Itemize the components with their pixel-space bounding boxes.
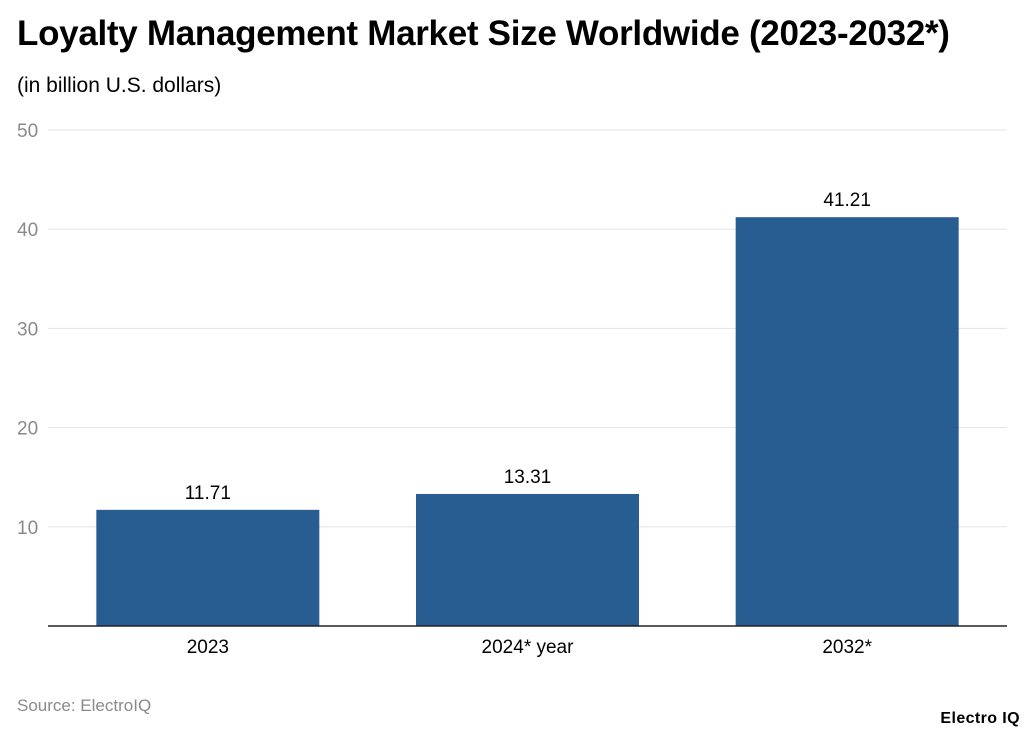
x-tick-label: 2032* <box>822 637 872 658</box>
x-tick-label: 2023 <box>187 637 229 658</box>
chart-title: Loyalty Management Market Size Worldwide… <box>17 14 950 53</box>
y-tick-label: 40 <box>17 220 38 241</box>
bar-value-label: 41.21 <box>823 190 871 211</box>
electroiq-logo: Electro IQ <box>940 710 1020 727</box>
bar <box>735 217 959 627</box>
y-tick-label: 20 <box>17 419 38 440</box>
bar <box>96 509 320 626</box>
chart-subtitle: (in billion U.S. dollars) <box>17 74 222 97</box>
bar <box>416 493 639 626</box>
bar-value-label: 11.71 <box>185 483 231 504</box>
source-note: Source: ElectroIQ <box>17 696 152 715</box>
x-tick-label: 2024* year <box>482 637 575 658</box>
bar-value-label: 13.31 <box>504 467 552 488</box>
y-tick-label: 10 <box>17 518 38 539</box>
y-tick-label: 50 <box>17 121 38 142</box>
y-tick-label: 30 <box>17 319 38 340</box>
